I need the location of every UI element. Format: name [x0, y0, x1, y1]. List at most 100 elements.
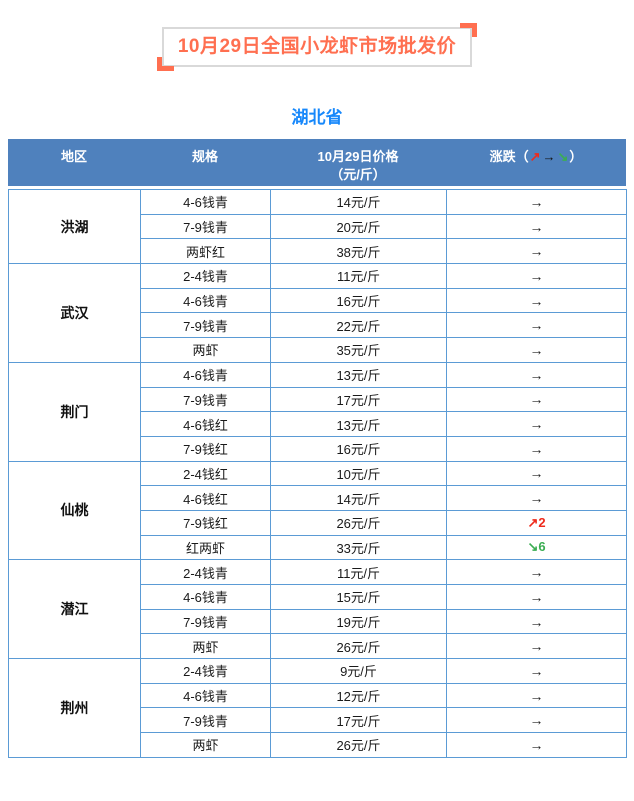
price-cell: 19元/斤	[270, 608, 447, 635]
spec-cell: 两虾	[140, 633, 271, 660]
spec-cell: 4-6钱青	[140, 584, 271, 610]
region-cell: 武汉	[8, 263, 141, 363]
price-cell: 17元/斤	[270, 386, 447, 413]
table-row: 4-6钱青 16元/斤 →	[9, 287, 627, 314]
table-row: 两虾 26元/斤 →	[9, 633, 627, 660]
spec-cell: 2-4钱青	[140, 658, 271, 684]
change-cell: →	[446, 559, 627, 585]
change-cell: →	[446, 263, 627, 289]
table-row: 洪湖 4-6钱青 14元/斤 →	[8, 188, 627, 265]
header-region: 地区	[60, 149, 87, 164]
page-title: 10月29日全国小龙虾市场批发价	[177, 36, 457, 57]
table-row: 潜江 2-4钱青 11元/斤 →	[8, 559, 627, 660]
title-corner-bottom-left-icon	[156, 57, 174, 71]
price-cell: 35元/斤	[270, 337, 447, 363]
price-cell: 12元/斤	[270, 682, 447, 709]
price-cell: 16元/斤	[270, 287, 447, 314]
change-cell: ↘6	[446, 534, 627, 561]
price-cell: 13元/斤	[270, 411, 447, 437]
change-cell: →	[446, 485, 627, 511]
region-cell: 荆州	[8, 658, 141, 758]
price-cell: 38元/斤	[270, 238, 447, 265]
spec-cell: 4-6钱红	[140, 485, 271, 511]
region-cell: 潜江	[8, 559, 141, 660]
spec-cell: 2-4钱红	[140, 460, 271, 487]
price-cell: 14元/斤	[270, 485, 447, 511]
spec-cell: 7-9钱青	[140, 312, 271, 339]
spec-cell: 4-6钱红	[140, 411, 271, 437]
change-cell: →	[446, 411, 627, 437]
spec-cell: 两虾	[140, 732, 271, 758]
spec-cell: 4-6钱青	[140, 189, 271, 215]
header-price: 10月29日价格 （元/斤）	[270, 139, 446, 186]
table-row: 4-6钱红 14元/斤 →	[9, 485, 627, 511]
spec-cell: 4-6钱青	[140, 682, 271, 709]
price-cell: 13元/斤	[270, 361, 447, 388]
price-cell: 11元/斤	[270, 263, 447, 289]
change-cell: →	[446, 658, 627, 684]
table-row: 两虾 26元/斤 →	[9, 732, 627, 758]
table-row: 仙桃 2-4钱红 10元/斤 →	[8, 460, 627, 561]
spec-cell: 7-9钱青	[140, 707, 271, 734]
table-row: 7-9钱青 17元/斤 →	[9, 707, 627, 734]
change-cell: →	[446, 608, 627, 635]
price-cell: 17元/斤	[270, 707, 447, 734]
spec-cell: 2-4钱青	[140, 559, 271, 585]
price-cell: 16元/斤	[270, 435, 447, 462]
spec-cell: 2-4钱青	[140, 263, 271, 289]
change-cell: →	[446, 287, 627, 314]
spec-cell: 7-9钱青	[140, 386, 271, 413]
change-cell: →	[446, 633, 627, 660]
change-cell: →	[446, 435, 627, 462]
spec-cell: 两虾红	[140, 238, 271, 265]
change-cell: →	[446, 238, 627, 265]
table-row: 红两虾 33元/斤 ↘6	[9, 534, 627, 561]
header-spec: 规格	[191, 149, 218, 164]
up-arrow-icon: ↗	[529, 149, 541, 164]
region-cell: 荆门	[8, 361, 141, 462]
spec-cell: 7-9钱青	[140, 213, 271, 240]
table-row: 武汉 2-4钱青 11元/斤 →	[8, 263, 627, 363]
change-cell: →	[446, 707, 627, 734]
down-arrow-icon: ↘	[557, 149, 569, 164]
header-price-line2: （元/斤）	[330, 167, 386, 182]
spec-cell: 4-6钱青	[140, 287, 271, 314]
title-corner-top-right-icon	[460, 23, 478, 37]
title-wrap: 10月29日全国小龙虾市场批发价	[0, 0, 634, 71]
title-box: 10月29日全国小龙虾市场批发价	[156, 23, 478, 71]
region-cell: 洪湖	[8, 188, 141, 265]
header-price-line1: 10月29日价格	[317, 149, 399, 164]
table-row: 荆州 2-4钱青 9元/斤 →	[8, 658, 627, 758]
price-cell: 15元/斤	[270, 584, 447, 610]
table-row: 两虾 35元/斤 →	[9, 337, 627, 363]
price-cell: 26元/斤	[270, 732, 447, 758]
table-row: 荆门 4-6钱青 13元/斤 →	[8, 361, 627, 462]
price-cell: 10元/斤	[270, 460, 447, 487]
spec-cell: 7-9钱青	[140, 608, 271, 635]
header-change-close: ）	[569, 149, 583, 164]
change-cell: →	[446, 460, 627, 487]
change-cell: →	[446, 337, 627, 363]
price-cell: 11元/斤	[270, 559, 447, 585]
spec-cell: 4-6钱青	[140, 361, 271, 388]
price-cell: 33元/斤	[270, 534, 447, 561]
table-row: 7-9钱青 20元/斤 →	[9, 213, 627, 240]
header-change-label: 涨跌（	[489, 149, 529, 164]
table-row: 4-6钱青 15元/斤 →	[9, 584, 627, 610]
change-cell: →	[446, 361, 627, 388]
header-change: 涨跌（↗ → ↘）	[446, 139, 626, 186]
change-cell: →	[446, 732, 627, 758]
change-cell: →	[446, 312, 627, 339]
change-cell: →	[446, 213, 627, 240]
spec-cell: 两虾	[140, 337, 271, 363]
spec-cell: 7-9钱红	[140, 509, 271, 536]
change-cell: →	[446, 189, 627, 215]
table-header-row: 地区 规格 10月29日价格 （元/斤） 涨跌（↗ → ↘）	[8, 139, 626, 186]
price-cell: 9元/斤	[270, 658, 447, 684]
table-row: 4-6钱红 13元/斤 →	[9, 411, 627, 437]
table-row: 7-9钱青 22元/斤 →	[9, 312, 627, 339]
spec-cell: 7-9钱红	[140, 435, 271, 462]
change-cell: ↗2	[446, 509, 627, 536]
price-cell: 26元/斤	[270, 509, 447, 536]
